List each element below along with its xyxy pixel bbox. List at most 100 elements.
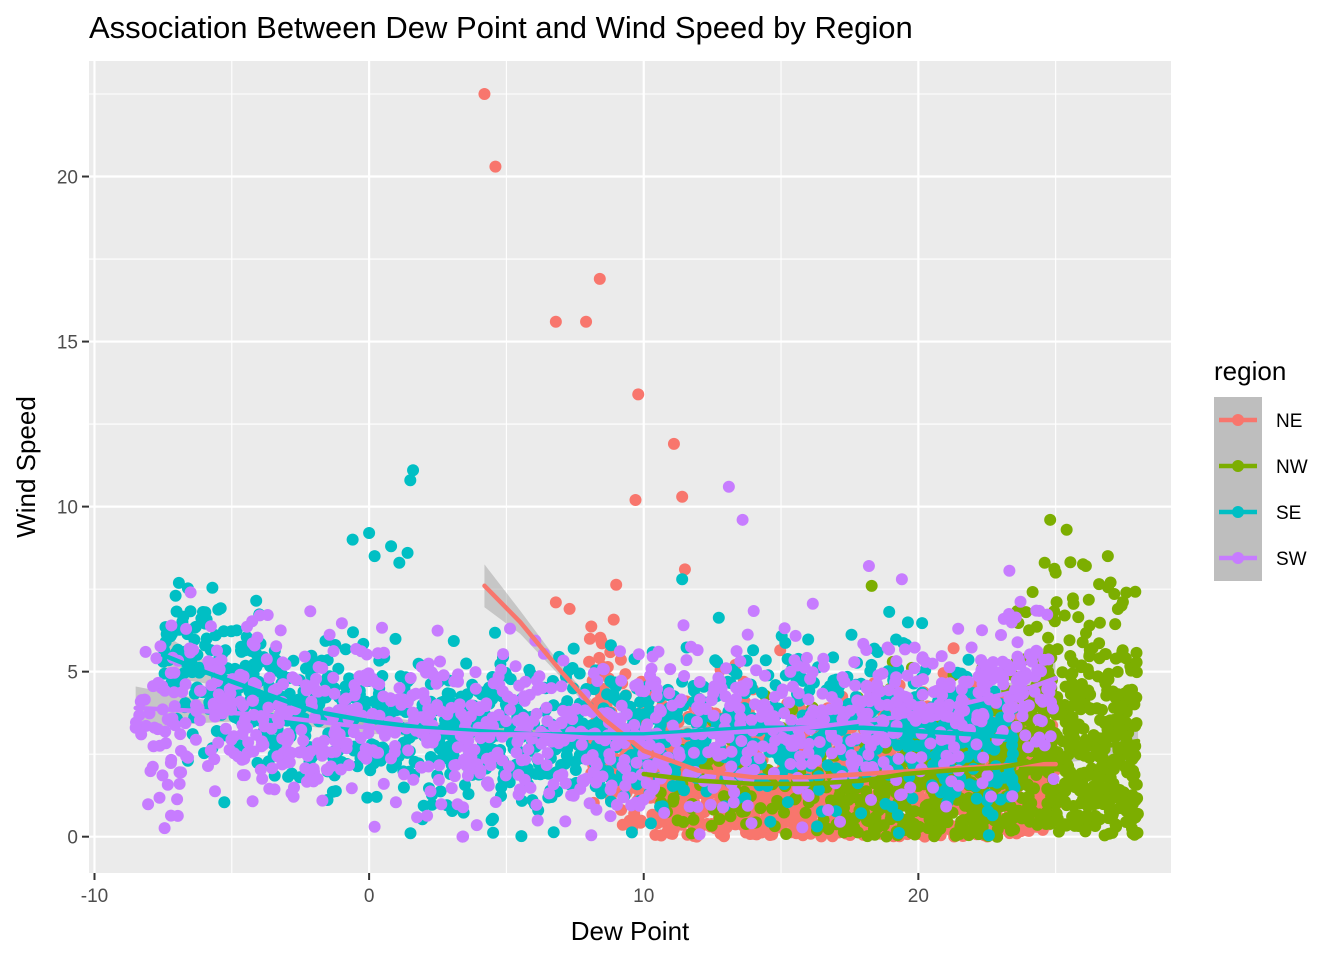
point-sw <box>432 774 445 786</box>
point-ne <box>786 812 799 825</box>
point-sw <box>421 809 434 822</box>
point-nw <box>778 806 790 819</box>
point-se <box>404 474 417 487</box>
point-sw <box>261 609 274 621</box>
y-tick-label: 0 <box>67 828 78 849</box>
point-se <box>886 800 899 813</box>
point-sw <box>642 759 655 772</box>
point-sw <box>863 695 876 708</box>
point-sw <box>735 735 748 747</box>
point-se <box>447 635 460 647</box>
point-sw <box>547 778 560 791</box>
point-sw <box>179 717 192 730</box>
point-sw <box>345 704 357 716</box>
point-se <box>547 826 560 839</box>
point-sw <box>699 703 712 715</box>
point-se <box>802 633 815 646</box>
point-sw <box>1018 670 1031 683</box>
point-sw <box>147 740 160 753</box>
point-sw <box>142 798 155 811</box>
point-sw <box>784 758 797 770</box>
point-nw <box>1007 810 1020 823</box>
point-nw <box>1083 619 1096 632</box>
point-sw <box>769 734 782 747</box>
y-tick-label: 10 <box>57 498 78 519</box>
point-sw <box>860 732 873 745</box>
point-ne <box>616 818 629 831</box>
point-sw <box>849 679 862 692</box>
point-sw <box>680 654 693 667</box>
point-nw <box>1078 782 1091 795</box>
point-sw <box>590 776 603 789</box>
point-ne <box>549 596 562 609</box>
point-sw <box>970 738 983 751</box>
point-sw <box>531 752 544 765</box>
point-sw <box>1010 720 1023 733</box>
point-sw <box>834 815 846 828</box>
point-sw <box>424 708 437 721</box>
point-sw <box>791 659 804 672</box>
point-sw <box>271 750 284 763</box>
point-sw <box>311 772 324 785</box>
point-sw <box>522 743 535 756</box>
point-nw <box>1089 770 1102 783</box>
point-se <box>855 807 868 820</box>
point-sw <box>250 728 263 741</box>
point-sw <box>420 666 432 679</box>
point-nw <box>955 815 968 828</box>
point-se <box>981 805 994 818</box>
point-sw <box>509 660 522 673</box>
point-sw <box>385 752 397 765</box>
point-nw <box>1119 652 1132 665</box>
point-sw <box>927 781 939 794</box>
point-sw <box>763 715 776 728</box>
x-axis-title: Dew Point <box>571 916 690 946</box>
point-sw <box>1009 611 1022 624</box>
point-ne <box>632 388 645 401</box>
point-sw <box>266 762 279 775</box>
legend-title: region <box>1214 356 1286 386</box>
point-sw <box>556 768 569 781</box>
y-tick-label: 15 <box>57 333 78 354</box>
point-sw <box>393 682 406 694</box>
point-sw <box>589 756 602 769</box>
point-se <box>1006 747 1019 760</box>
point-se <box>963 778 976 791</box>
point-nw <box>868 824 881 837</box>
point-sw <box>370 676 383 689</box>
point-sw <box>211 644 223 657</box>
point-sw <box>469 682 482 695</box>
point-sw <box>295 723 308 736</box>
point-sw <box>555 680 568 693</box>
point-sw <box>614 645 626 658</box>
point-nw <box>1089 820 1102 832</box>
point-nw <box>905 826 918 839</box>
point-sw <box>894 789 907 802</box>
point-sw <box>514 783 526 796</box>
point-nw <box>1118 796 1131 809</box>
point-se <box>397 781 410 794</box>
point-sw <box>802 790 815 802</box>
point-sw <box>741 628 754 641</box>
point-nw <box>1101 684 1114 697</box>
point-sw <box>318 734 331 747</box>
point-sw <box>328 687 341 700</box>
point-sw <box>138 693 151 706</box>
point-nw <box>997 816 1010 829</box>
point-sw <box>985 790 997 803</box>
point-nw <box>1101 723 1114 736</box>
point-sw <box>535 737 548 750</box>
point-se <box>764 815 777 828</box>
point-se <box>634 696 647 709</box>
point-sw <box>825 691 838 704</box>
point-nw <box>1110 820 1123 833</box>
point-nw <box>1106 810 1119 823</box>
legend-key-point <box>1232 414 1244 426</box>
point-se <box>329 785 342 798</box>
point-sw <box>905 751 917 764</box>
point-se <box>892 827 905 839</box>
point-nw <box>851 826 864 839</box>
point-sw <box>497 648 510 661</box>
point-nw <box>1049 566 1062 579</box>
